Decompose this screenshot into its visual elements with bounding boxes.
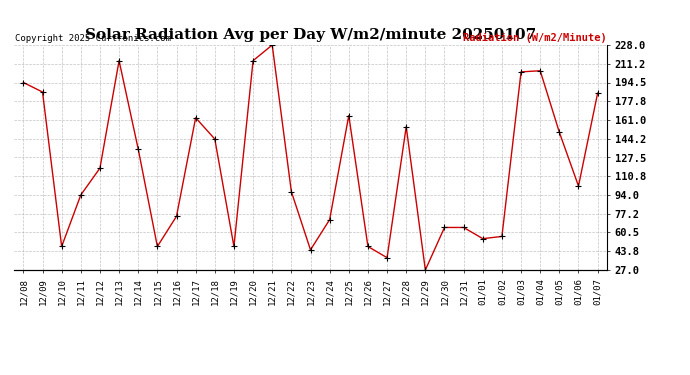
Title: Solar Radiation Avg per Day W/m2/minute 20250107: Solar Radiation Avg per Day W/m2/minute … bbox=[85, 28, 536, 42]
Text: Radiation (W/m2/Minute): Radiation (W/m2/Minute) bbox=[464, 33, 607, 43]
Text: Copyright 2025 Curtronics.com: Copyright 2025 Curtronics.com bbox=[15, 34, 171, 43]
